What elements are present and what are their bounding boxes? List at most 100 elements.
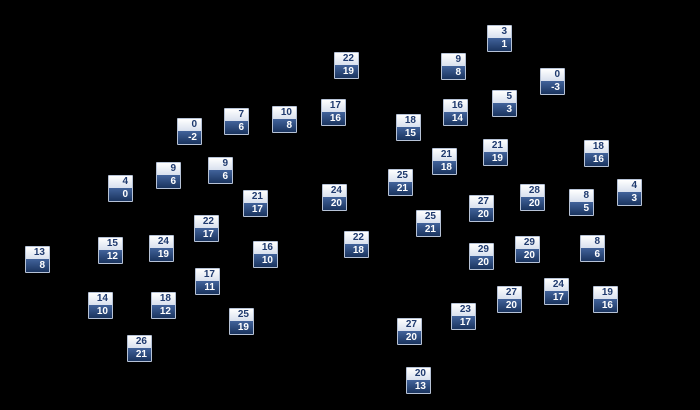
temperature-marker[interactable]: 9 8 (441, 53, 466, 80)
temperature-marker[interactable]: 26 21 (127, 335, 152, 362)
low-temp: 16 (322, 112, 345, 125)
temperature-marker[interactable]: 8 5 (569, 189, 594, 216)
temperature-marker[interactable]: 27 20 (469, 195, 494, 222)
low-temp: 6 (157, 175, 180, 188)
high-temp: 16 (254, 242, 277, 254)
temperature-marker[interactable]: 16 14 (443, 99, 468, 126)
high-temp: 5 (493, 91, 516, 103)
temperature-marker[interactable]: 7 6 (224, 108, 249, 135)
temperature-marker[interactable]: 0 -3 (540, 68, 565, 95)
high-temp: 10 (273, 107, 296, 119)
high-temp: 25 (417, 211, 440, 223)
low-temp: 5 (570, 202, 593, 215)
low-temp: 20 (521, 197, 544, 210)
temperature-marker[interactable]: 25 19 (229, 308, 254, 335)
low-temp: 18 (433, 161, 456, 174)
low-temp: 12 (99, 250, 122, 263)
high-temp: 9 (209, 158, 232, 170)
high-temp: 7 (225, 109, 248, 121)
temperature-marker[interactable]: 17 11 (195, 268, 220, 295)
temperature-marker[interactable]: 4 3 (617, 179, 642, 206)
low-temp: 8 (26, 259, 49, 272)
temperature-marker[interactable]: 18 12 (151, 292, 176, 319)
low-temp: 19 (335, 65, 358, 78)
temperature-marker[interactable]: 27 20 (397, 318, 422, 345)
temperature-marker[interactable]: 9 6 (156, 162, 181, 189)
temperature-marker[interactable]: 15 12 (98, 237, 123, 264)
temperature-marker[interactable]: 0 -2 (177, 118, 202, 145)
high-temp: 20 (407, 368, 430, 380)
temperature-marker[interactable]: 4 0 (108, 175, 133, 202)
temperature-marker[interactable]: 17 16 (321, 99, 346, 126)
high-temp: 4 (109, 176, 132, 188)
low-temp: -3 (541, 81, 564, 94)
temperature-marker[interactable]: 22 19 (334, 52, 359, 79)
temperature-marker[interactable]: 21 19 (483, 139, 508, 166)
temperature-marker[interactable]: 21 17 (243, 190, 268, 217)
low-temp: 18 (345, 244, 368, 257)
temperature-marker[interactable]: 21 18 (432, 148, 457, 175)
low-temp: 14 (444, 112, 467, 125)
low-temp: 6 (581, 248, 604, 261)
low-temp: 15 (397, 127, 420, 140)
high-temp: 4 (618, 180, 641, 192)
low-temp: 17 (244, 203, 267, 216)
temperature-marker[interactable]: 25 21 (416, 210, 441, 237)
high-temp: 18 (152, 293, 175, 305)
low-temp: 6 (209, 170, 232, 183)
temperature-marker[interactable]: 14 10 (88, 292, 113, 319)
high-temp: 29 (516, 237, 539, 249)
high-temp: 21 (433, 149, 456, 161)
high-temp: 16 (444, 100, 467, 112)
temperature-marker[interactable]: 23 17 (451, 303, 476, 330)
temperature-marker[interactable]: 19 16 (593, 286, 618, 313)
temperature-marker[interactable]: 10 8 (272, 106, 297, 133)
high-temp: 0 (541, 69, 564, 81)
high-temp: 21 (244, 191, 267, 203)
high-temp: 24 (323, 185, 346, 197)
temperature-marker[interactable]: 24 19 (149, 235, 174, 262)
low-temp: 13 (407, 380, 430, 393)
temperature-marker[interactable]: 16 10 (253, 241, 278, 268)
low-temp: 20 (498, 299, 521, 312)
temperature-marker[interactable]: 9 6 (208, 157, 233, 184)
low-temp: 10 (254, 254, 277, 267)
temperature-marker[interactable]: 22 17 (194, 215, 219, 242)
high-temp: 24 (545, 279, 568, 291)
high-temp: 27 (498, 287, 521, 299)
temperature-marker[interactable]: 18 16 (584, 140, 609, 167)
low-temp: 17 (452, 316, 475, 329)
temperature-marker[interactable]: 27 20 (497, 286, 522, 313)
low-temp: 19 (230, 321, 253, 334)
low-temp: 12 (152, 305, 175, 318)
low-temp: 8 (442, 66, 465, 79)
low-temp: -2 (178, 131, 201, 144)
high-temp: 24 (150, 236, 173, 248)
high-temp: 26 (128, 336, 151, 348)
temperature-marker[interactable]: 8 6 (580, 235, 605, 262)
temperature-marker[interactable]: 24 20 (322, 184, 347, 211)
temperature-marker[interactable]: 22 18 (344, 231, 369, 258)
temperature-marker[interactable]: 29 20 (469, 243, 494, 270)
low-temp: 10 (89, 305, 112, 318)
high-temp: 22 (195, 216, 218, 228)
low-temp: 0 (109, 188, 132, 201)
temperature-marker[interactable]: 29 20 (515, 236, 540, 263)
temperature-marker[interactable]: 18 15 (396, 114, 421, 141)
high-temp: 9 (157, 163, 180, 175)
low-temp: 3 (618, 192, 641, 205)
temperature-marker[interactable]: 28 20 (520, 184, 545, 211)
low-temp: 8 (273, 119, 296, 132)
high-temp: 29 (470, 244, 493, 256)
high-temp: 8 (581, 236, 604, 248)
temperature-marker[interactable]: 20 13 (406, 367, 431, 394)
temperature-marker[interactable]: 13 8 (25, 246, 50, 273)
temperature-marker[interactable]: 3 1 (487, 25, 512, 52)
high-temp: 25 (230, 309, 253, 321)
high-temp: 22 (335, 53, 358, 65)
temperature-marker[interactable]: 25 21 (388, 169, 413, 196)
low-temp: 20 (398, 331, 421, 344)
temperature-marker[interactable]: 5 3 (492, 90, 517, 117)
temperature-marker[interactable]: 24 17 (544, 278, 569, 305)
